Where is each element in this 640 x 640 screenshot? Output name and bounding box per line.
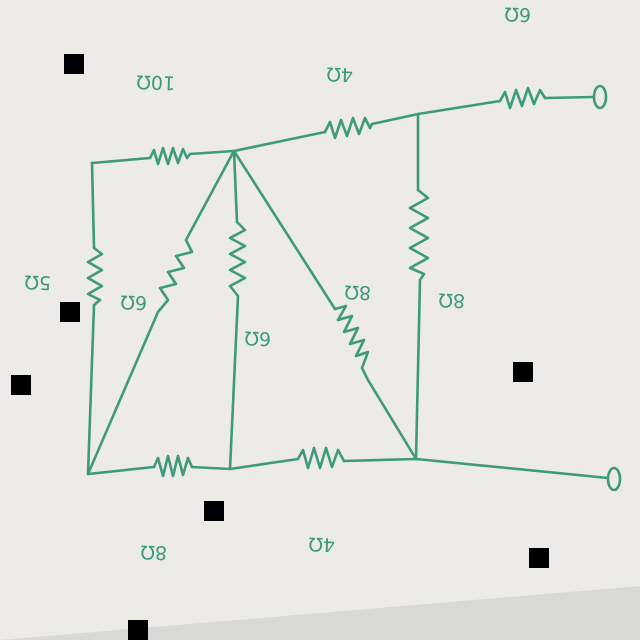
terminal-top <box>592 84 608 110</box>
wire-top-left <box>90 156 152 165</box>
occlusion-marker <box>529 548 549 568</box>
resistor-right-vertical <box>408 188 430 282</box>
occlusion-marker <box>64 54 84 74</box>
wire-diagonal-left-top <box>184 149 236 242</box>
occlusion-marker <box>513 362 533 382</box>
label-bottom-middle-resistor: 4Ω <box>308 533 335 556</box>
label-left-vertical-resistor: 5Ω <box>24 271 51 294</box>
resistor-bottom-left <box>152 454 194 478</box>
terminal-bottom <box>606 466 622 492</box>
resistor-top-right <box>498 86 547 110</box>
resistor-center-vertical <box>228 220 247 298</box>
label-right-vertical-resistor: 8Ω <box>438 289 465 312</box>
label-bottom-left-resistor: 8Ω <box>140 541 167 564</box>
label-top-left-resistor: 10Ω <box>136 70 175 93</box>
resistor-top-left <box>148 146 192 166</box>
label-center-vertical-resistor: 6Ω <box>244 327 271 350</box>
wire-center-bottom <box>228 294 240 471</box>
resistor-top-middle <box>323 116 374 140</box>
wire-center-top <box>232 149 239 224</box>
resistor-diagonal-right <box>333 304 370 382</box>
wire-diagonal-right-bottom <box>366 378 418 461</box>
wire-diagonal-right-top <box>232 149 337 311</box>
occlusion-marker <box>60 302 80 322</box>
wire-bottom-left <box>86 465 156 476</box>
occlusion-marker <box>204 501 224 521</box>
resistor-diagonal-left <box>156 238 194 314</box>
resistor-bottom-middle <box>296 446 346 470</box>
resistor-left-vertical <box>86 246 104 307</box>
label-top-right-resistor: 6Ω <box>504 3 531 26</box>
wire-right-bottom <box>414 278 422 461</box>
wire-diagonal-left-bottom <box>86 310 160 476</box>
label-top-middle-resistor: 4Ω <box>326 63 353 86</box>
wire-left-side-bottom <box>86 303 96 476</box>
occlusion-marker <box>11 375 31 395</box>
label-diagonal-right-resistor: 8Ω <box>344 281 371 304</box>
wire-left-side-top <box>90 161 96 250</box>
occlusion-marker <box>128 620 148 640</box>
label-diagonal-left-resistor: 6Ω <box>120 291 147 314</box>
wire-to-top-terminal <box>543 95 595 100</box>
